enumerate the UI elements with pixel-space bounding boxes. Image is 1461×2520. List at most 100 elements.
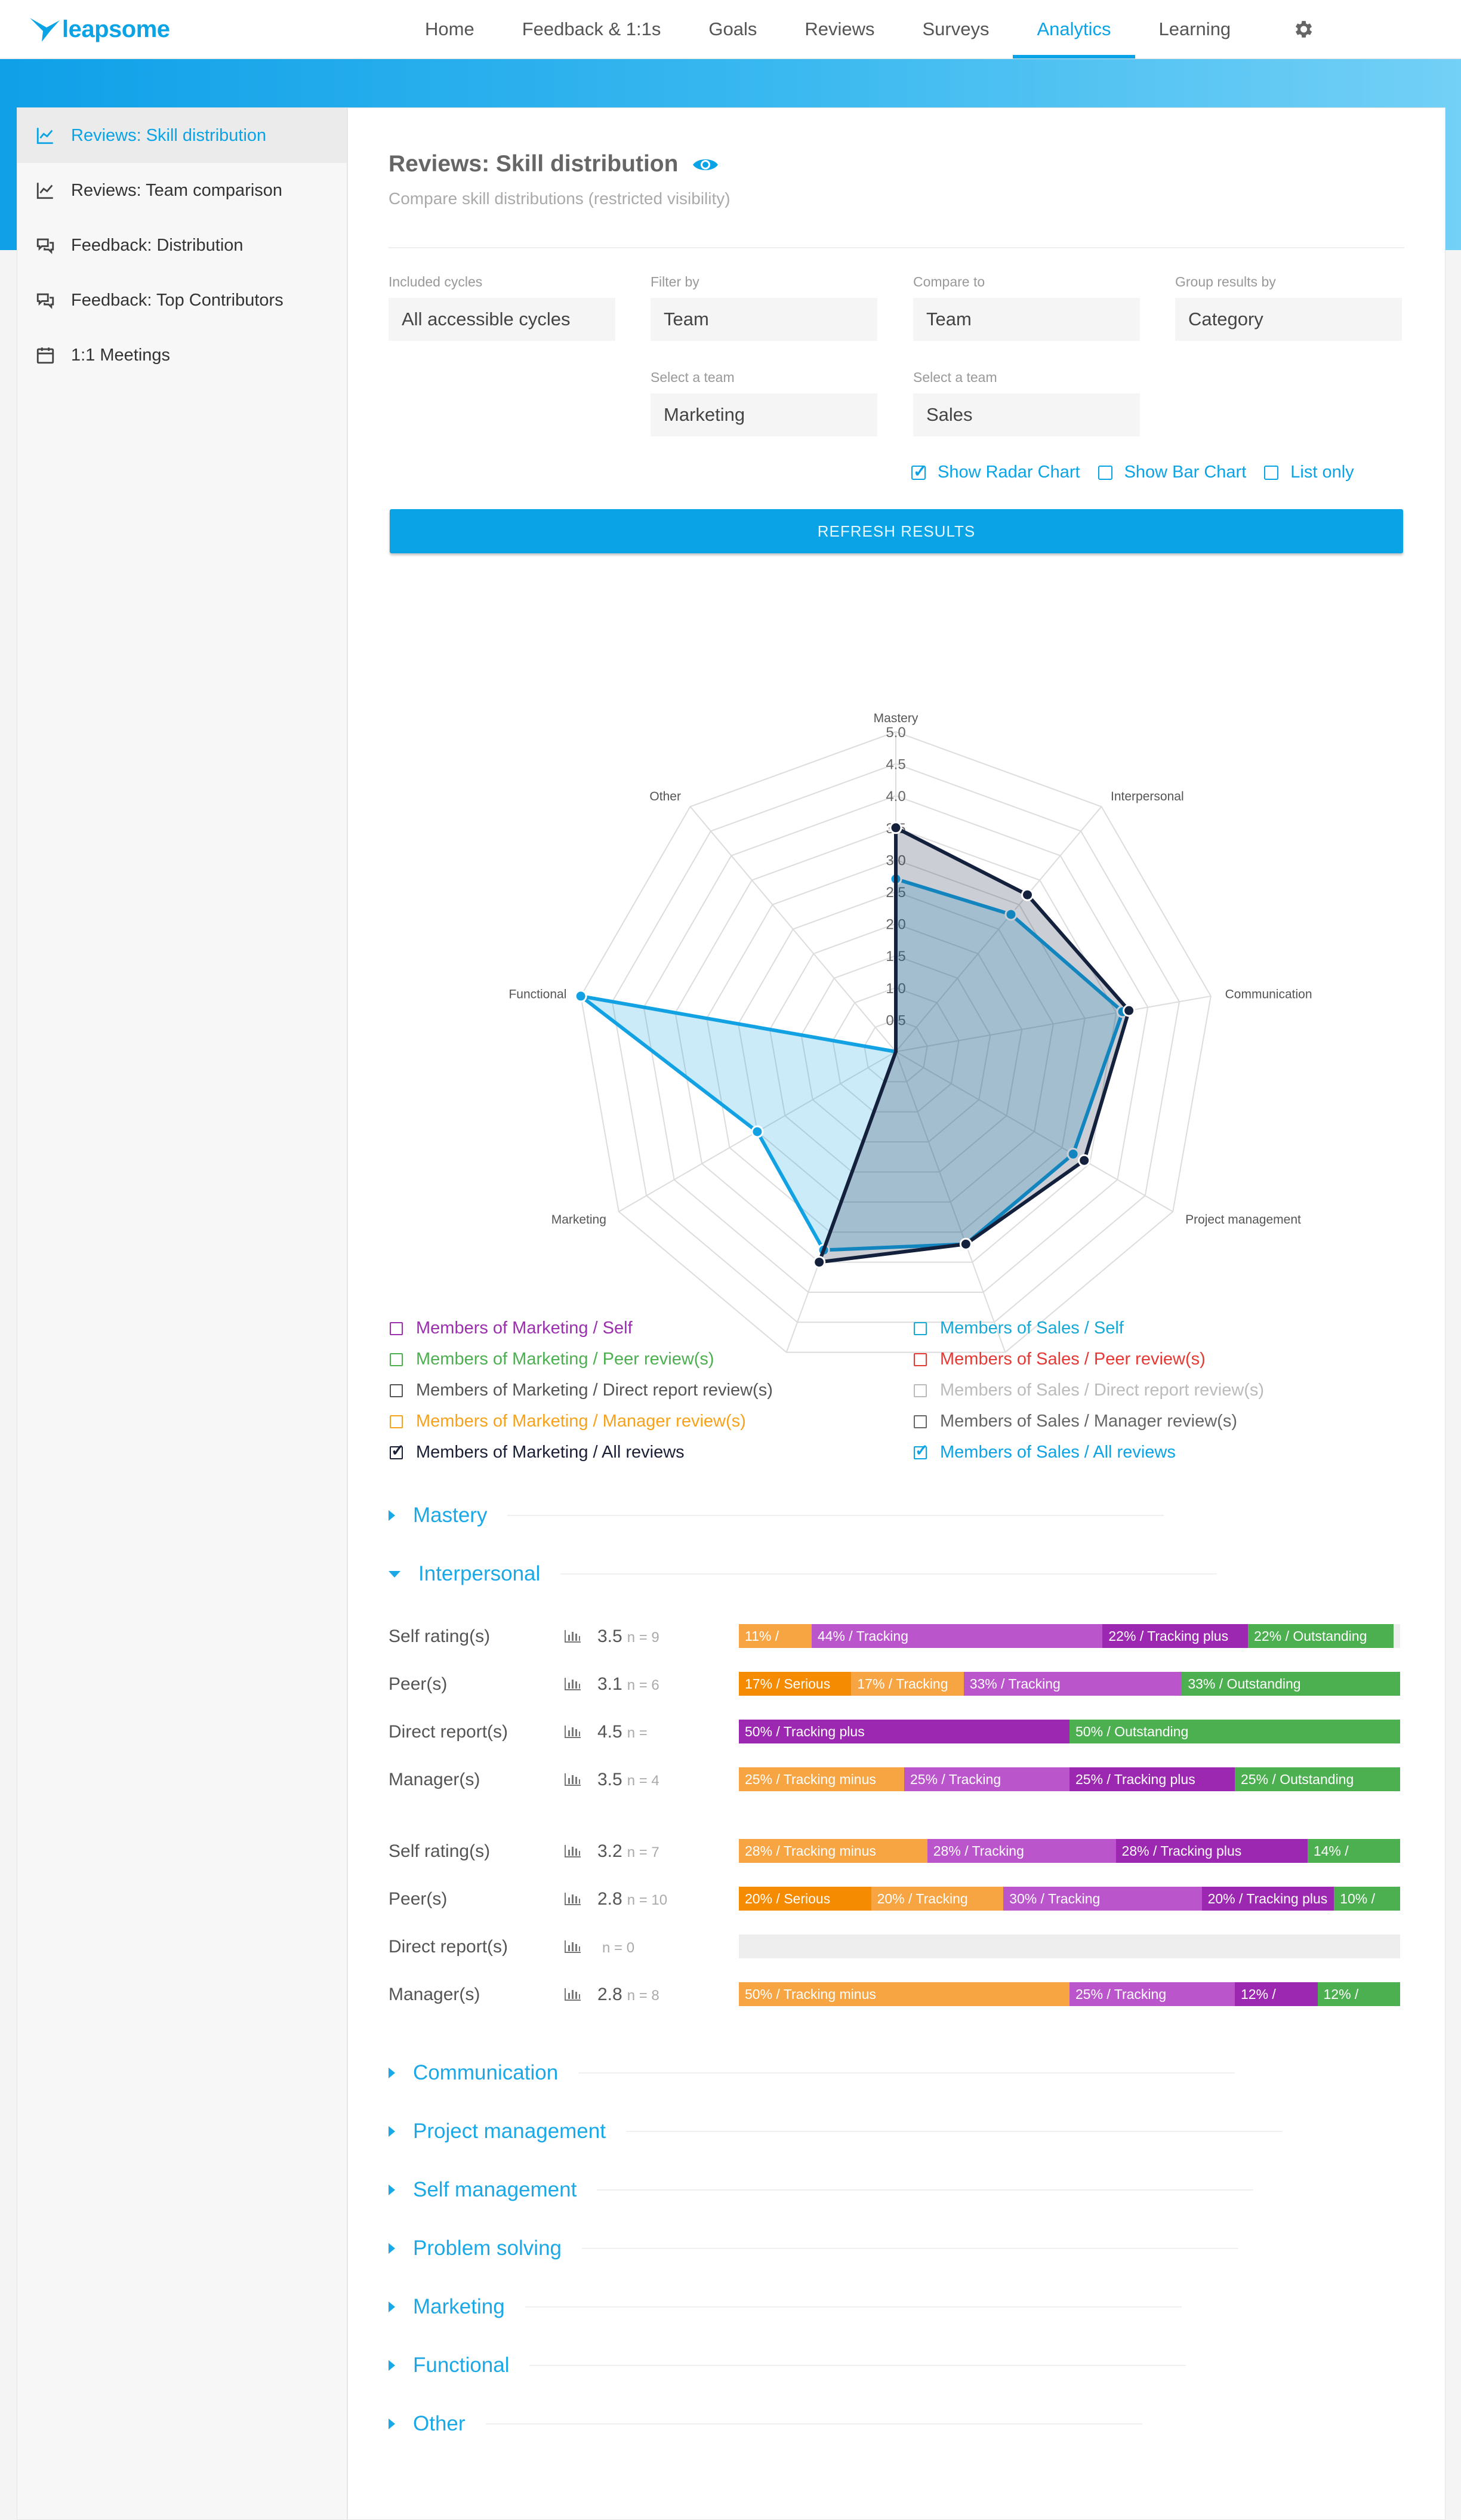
legend-item[interactable]: Members of Sales / Self (914, 1318, 1124, 1338)
caret-right-icon (389, 2419, 395, 2429)
show-bar-chart-checkbox[interactable]: Show Bar Chart (1098, 463, 1246, 482)
rating-average: 4.5 n = (597, 1722, 648, 1742)
distribution-segment[interactable]: 10% / (1334, 1887, 1400, 1911)
legend-item[interactable]: Members of Marketing / Peer review(s) (390, 1350, 714, 1369)
category-toggle[interactable]: Marketing (389, 2295, 1182, 2319)
legend-item[interactable]: Members of Marketing / Self (390, 1318, 633, 1338)
radar-tick-label: 4.0 (886, 788, 905, 805)
bar-chart-icon[interactable] (564, 1629, 582, 1643)
distribution-segment[interactable]: 20% / Serious (739, 1887, 871, 1911)
category-toggle[interactable]: Communication (389, 2061, 1235, 2085)
legend-item[interactable]: Members of Marketing / Manager review(s) (390, 1412, 746, 1431)
sidebar-item-feedback-distribution[interactable]: Feedback: Distribution (17, 218, 347, 273)
rating-average: n = 0 (597, 1937, 634, 1957)
radar-chart: 0.51.01.52.02.53.03.54.04.55.0MasteryInt… (508, 711, 1312, 1361)
sidebar-item-meetings[interactable]: 1:1 Meetings (17, 328, 347, 383)
radar-data-point (889, 821, 902, 834)
distribution-segment[interactable]: 25% / Tracking minus (739, 1767, 904, 1791)
nav-feedback[interactable]: Feedback & 1:1s (522, 19, 661, 39)
distribution-segment[interactable]: 28% / Tracking plus (1115, 1839, 1308, 1863)
sidebar-item-top-contributors[interactable]: Feedback: Top Contributors (17, 273, 347, 328)
distribution-segment[interactable]: 17% / Serious (739, 1672, 852, 1696)
radar-grid-ring (800, 955, 991, 1143)
legend-item[interactable]: Members of Sales / Peer review(s) (914, 1350, 1206, 1369)
calendar-icon (36, 347, 54, 364)
distribution-segment[interactable]: 28% / Tracking minus (739, 1839, 927, 1863)
distribution-segment[interactable]: 17% / Tracking (851, 1672, 964, 1696)
radar-axis-label: Problem solving (692, 1360, 781, 1361)
bar-chart-icon[interactable] (564, 1844, 582, 1858)
filter-by-select[interactable]: Team (651, 298, 877, 341)
view-options: Show Radar Chart Show Bar Chart List onl… (911, 461, 1372, 482)
distribution-segment[interactable]: 12% / (1235, 1982, 1318, 2006)
chat-bubbles-icon (36, 293, 54, 309)
legend-item[interactable]: Members of Sales / Direct report review(… (914, 1381, 1264, 1400)
distribution-segment[interactable]: 50% / Outstanding (1069, 1720, 1400, 1743)
distribution-segment[interactable]: 14% / (1307, 1839, 1400, 1863)
distribution-segment[interactable]: 28% / Tracking (927, 1839, 1116, 1863)
checkbox-label: Show Radar Chart (938, 463, 1080, 482)
distribution-segment[interactable]: 22% / Tracking plus (1102, 1624, 1249, 1648)
team-b-select[interactable]: Sales (913, 393, 1140, 436)
distribution-segment[interactable]: 33% / Tracking (963, 1672, 1182, 1696)
compare-to-select[interactable]: Team (913, 298, 1140, 341)
nav-home[interactable]: Home (425, 19, 474, 39)
nav-surveys[interactable]: Surveys (922, 19, 990, 39)
legend-item[interactable]: Members of Marketing / All reviews (390, 1441, 685, 1462)
group-by-select[interactable]: Category (1175, 298, 1402, 341)
sidebar-item-team-comparison[interactable]: Reviews: Team comparison (17, 163, 347, 218)
legend-item[interactable]: Members of Sales / All reviews (914, 1441, 1176, 1462)
distribution-segment[interactable]: 25% / Tracking (1069, 1982, 1235, 2006)
distribution-segment[interactable]: 20% / Tracking plus (1201, 1887, 1334, 1911)
nav-analytics[interactable]: Analytics (1013, 0, 1135, 58)
legend-label: Members of Sales / All reviews (940, 1443, 1176, 1462)
nav-goals[interactable]: Goals (708, 19, 757, 39)
show-radar-chart-checkbox[interactable]: Show Radar Chart (911, 461, 1080, 482)
distribution-bar: 25% / Tracking minus 25% / Tracking 25% / … (739, 1767, 1400, 1791)
bar-chart-icon[interactable] (564, 1939, 582, 1954)
nav-learning[interactable]: Learning (1158, 19, 1231, 39)
legend-item[interactable]: Members of Sales / Manager review(s) (914, 1412, 1237, 1431)
distribution-segment[interactable]: 20% / Tracking (871, 1887, 1004, 1911)
category-toggle[interactable]: Mastery (389, 1504, 1164, 1527)
distribution-segment[interactable]: 25% / Tracking (904, 1767, 1069, 1791)
bar-chart-icon[interactable] (564, 1724, 582, 1739)
sidebar-item-skill-distribution[interactable]: Reviews: Skill distribution (17, 108, 347, 163)
radar-grid-ring (643, 795, 1149, 1293)
distribution-segment[interactable]: 44% / Tracking (811, 1624, 1103, 1648)
distribution-segment[interactable]: 12% / (1317, 1982, 1400, 2006)
nav-links: Home Feedback & 1:1s Goals Reviews Surve… (401, 0, 1255, 58)
rating-average: 2.8 n = 10 (597, 1889, 667, 1909)
list-only-checkbox[interactable]: List only (1264, 463, 1354, 482)
legend-item[interactable]: Members of Marketing / Direct report rev… (390, 1381, 773, 1400)
bar-chart-icon[interactable] (564, 1891, 582, 1906)
eye-icon[interactable] (692, 155, 719, 175)
category-toggle[interactable]: Functional (389, 2353, 1186, 2377)
distribution-segment[interactable]: 33% / Outstanding (1182, 1672, 1400, 1696)
bar-chart-icon[interactable] (564, 1772, 582, 1786)
distribution-segment[interactable]: 50% / Tracking minus (739, 1982, 1069, 2006)
gear-icon[interactable] (1292, 18, 1314, 41)
category-toggle[interactable]: Other (389, 2412, 1142, 2436)
distribution-segment[interactable]: 11% / (739, 1624, 812, 1648)
distribution-segment[interactable]: 25% / Tracking plus (1069, 1767, 1235, 1791)
refresh-results-button[interactable]: REFRESH RESULTS (390, 509, 1403, 553)
category-divider (529, 2365, 1186, 2366)
checkbox-checked-icon (390, 1441, 405, 1460)
category-label: Communication (413, 2061, 559, 2084)
logo[interactable]: leapsome (29, 14, 170, 44)
included-cycles-select[interactable]: All accessible cycles (389, 298, 615, 341)
distribution-segment[interactable]: 30% / Tracking (1003, 1887, 1202, 1911)
category-toggle[interactable]: Interpersonal (389, 1562, 1218, 1586)
bar-chart-icon[interactable] (564, 1987, 582, 2001)
distribution-segment[interactable]: 25% / Outstanding (1235, 1767, 1400, 1791)
distribution-segment[interactable]: 50% / Tracking plus (739, 1720, 1069, 1743)
bar-chart-icon[interactable] (564, 1677, 582, 1691)
distribution-segment[interactable]: 22% / Outstanding (1248, 1624, 1394, 1648)
team-a-select[interactable]: Marketing (651, 393, 877, 436)
category-toggle[interactable]: Project management (389, 2119, 1283, 2143)
category-toggle[interactable]: Problem solving (389, 2236, 1238, 2260)
radar-grid-ring (738, 891, 1054, 1203)
category-toggle[interactable]: Self management (389, 2178, 1254, 2202)
nav-reviews[interactable]: Reviews (805, 19, 875, 39)
